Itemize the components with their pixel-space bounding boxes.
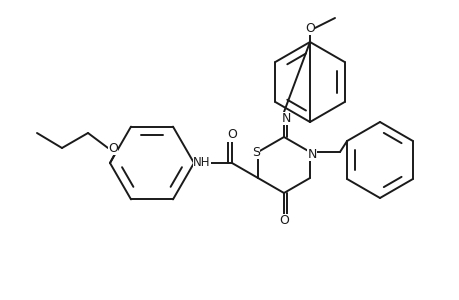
Text: O: O [279, 214, 288, 226]
Text: N: N [307, 148, 316, 160]
Text: NH: NH [193, 157, 210, 169]
Text: O: O [304, 22, 314, 34]
Text: O: O [227, 128, 236, 142]
Text: O: O [108, 142, 118, 154]
Text: S: S [252, 146, 259, 158]
Text: N: N [281, 112, 290, 124]
